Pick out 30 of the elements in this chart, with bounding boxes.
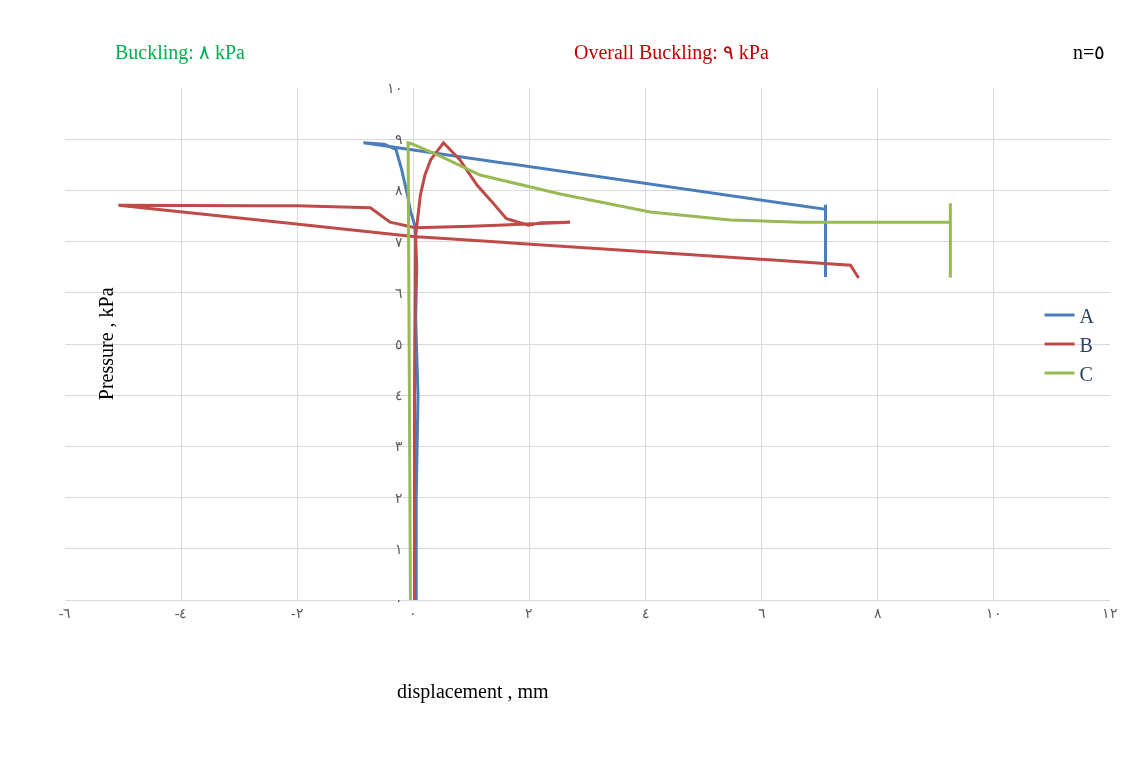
y-tick-label: ١: [395, 541, 404, 557]
x-tick-label: ٢: [525, 605, 534, 621]
x-tick-label: ٤: [641, 605, 650, 621]
y-tick-label: ٠: [395, 592, 404, 608]
text: Buckling: ٨ kPa: [115, 41, 246, 64]
x-tick-label: ٦: [757, 605, 766, 621]
x-tick-label: ١٠: [985, 605, 1002, 621]
legend-label: A: [1079, 304, 1095, 327]
line-series: [406, 141, 952, 600]
x-tick-label: ١٢: [1102, 605, 1118, 621]
y-tick-label: ١٠: [387, 80, 404, 96]
y-tick-label: ٣: [395, 439, 404, 455]
y-tick-label: ٥: [395, 336, 404, 352]
x-tick-label: -٦: [58, 605, 72, 621]
x-tick-label: -٤: [174, 605, 188, 621]
x-tick-label: ٨: [873, 605, 882, 621]
y-tick-label: ٧: [395, 234, 404, 250]
text: Overall Buckling: ٩ kPa: [574, 41, 769, 64]
x-axis-title: displacement , mm: [397, 680, 550, 703]
y-tick-label: ٩: [395, 132, 404, 148]
legend-label: B: [1079, 333, 1093, 356]
x-tick-label: -٢: [290, 605, 304, 621]
y-tick-label: ٨: [395, 183, 404, 199]
text: n=٥: [1073, 41, 1106, 63]
y-tick-label: ٤: [395, 388, 404, 404]
x-tick-label: ٠: [409, 605, 418, 621]
y-tick-label: ٦: [395, 285, 404, 301]
legend-label: C: [1079, 362, 1093, 385]
y-axis-title: Pressure , kPa: [95, 287, 118, 401]
y-tick-label: ٢: [395, 490, 404, 506]
